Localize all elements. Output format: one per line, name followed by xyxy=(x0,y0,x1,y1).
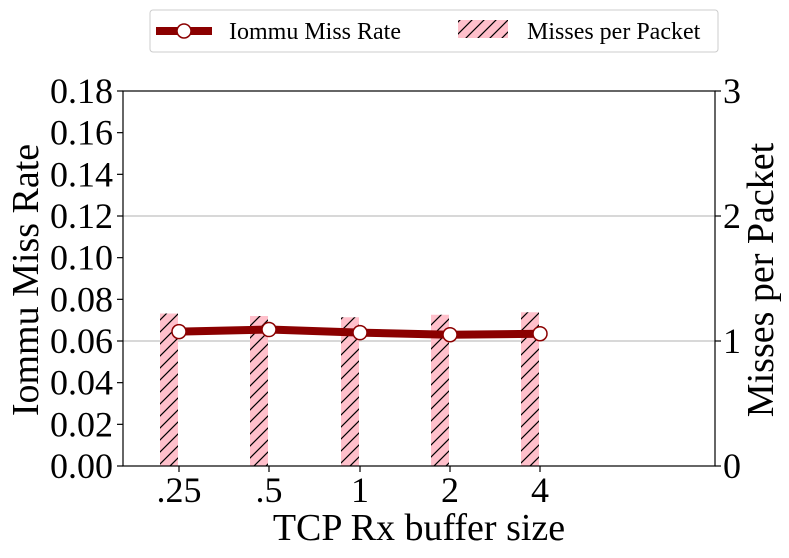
x-axis-ticks: .25 .5 1 2 4 xyxy=(157,466,549,510)
plot-frame xyxy=(122,90,716,467)
legend: Iommu Miss Rate Misses per Packet xyxy=(149,9,719,53)
x-tick-label: .5 xyxy=(256,470,283,510)
bar xyxy=(160,313,178,466)
legend-frame xyxy=(149,9,719,53)
left-tick-label: 0.04 xyxy=(50,363,113,403)
left-tick-label: 0.00 xyxy=(50,446,113,486)
right-tick-label: 2 xyxy=(723,196,741,236)
left-tick-label: 0.14 xyxy=(50,154,113,194)
bar-series xyxy=(160,312,539,466)
left-tick-label: 0.06 xyxy=(50,321,113,361)
line-point xyxy=(352,324,368,341)
line-point xyxy=(261,321,277,338)
x-tick-label: 4 xyxy=(531,470,549,510)
line-point xyxy=(171,323,187,340)
right-tick-label: 1 xyxy=(723,321,741,361)
line-point xyxy=(532,325,548,342)
bar xyxy=(250,316,268,466)
bar xyxy=(431,314,449,466)
left-tick-label: 0.02 xyxy=(50,404,113,444)
bar xyxy=(521,312,539,466)
left-tick-label: 0.12 xyxy=(50,196,113,236)
x-tick-label: 2 xyxy=(441,470,459,510)
x-tick-label: .25 xyxy=(157,470,202,510)
left-tick-label: 0.08 xyxy=(50,279,113,319)
left-tick-label: 0.16 xyxy=(50,113,113,153)
line-point xyxy=(442,327,458,343)
grid-lines xyxy=(123,215,715,342)
x-tick-label: 1 xyxy=(351,470,369,510)
x-axis-title: TCP Rx buffer size xyxy=(273,507,565,549)
legend-bar-swatch xyxy=(458,20,508,38)
legend-label-bar: Misses per Packet xyxy=(527,19,701,45)
left-axis-title: Iommu Miss Rate xyxy=(5,144,47,416)
left-axis-ticks: 0.000.020.040.060.080.100.120.140.160.18 xyxy=(50,71,123,486)
legend-line-marker xyxy=(176,23,192,39)
right-axis-ticks: 0 1 2 3 xyxy=(715,71,741,486)
left-tick-label: 0.10 xyxy=(50,238,113,278)
right-axis-title: Misses per Packet xyxy=(740,142,782,417)
right-tick-label: 0 xyxy=(723,446,741,486)
legend-label-line: Iommu Miss Rate xyxy=(229,19,401,45)
bar xyxy=(341,317,359,466)
left-tick-label: 0.18 xyxy=(50,71,113,111)
line-series xyxy=(171,321,548,343)
right-tick-label: 3 xyxy=(723,71,741,111)
